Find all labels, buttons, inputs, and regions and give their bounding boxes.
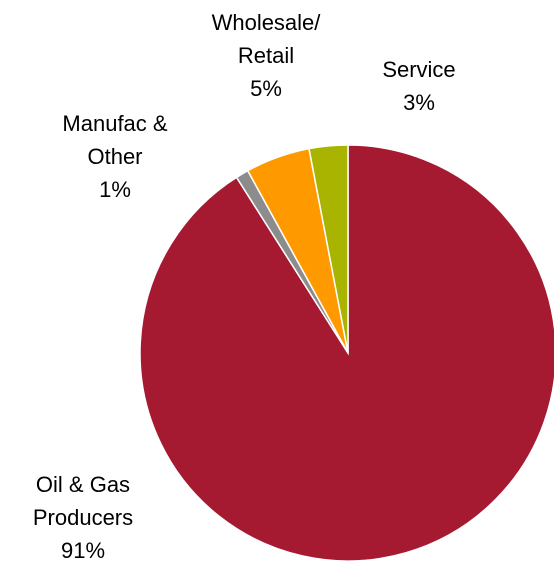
slice-name-line: Service [382, 57, 455, 82]
slice-label-3: Service 3% [382, 57, 455, 115]
pie-slice-0 [139, 144, 554, 562]
slice-name-line: Retail [238, 43, 294, 68]
slice-value-label: 1% [99, 177, 131, 202]
slice-label-0: Oil & Gas Producers 91% [33, 472, 133, 562]
slice-name-line: Other [87, 144, 142, 169]
slice-label-1: Manufac & Other 1% [62, 111, 167, 202]
slice-value-label: 91% [61, 538, 105, 562]
pie-slices [139, 144, 554, 562]
slice-value-label: 3% [403, 90, 435, 115]
pie-slice-3 [308, 144, 349, 354]
slice-name-line: Oil & Gas [36, 472, 130, 497]
slice-name-line: Wholesale/ [212, 10, 322, 35]
slice-name-line: Producers [33, 505, 133, 530]
slice-name-line: Manufac & [62, 111, 167, 136]
slice-label-2: Wholesale/Retail 5% [212, 10, 322, 101]
pie-labels: Oil & Gas Producers 91% Manufac & Other 1% Who… [33, 10, 456, 562]
slice-value-label: 5% [250, 76, 282, 101]
